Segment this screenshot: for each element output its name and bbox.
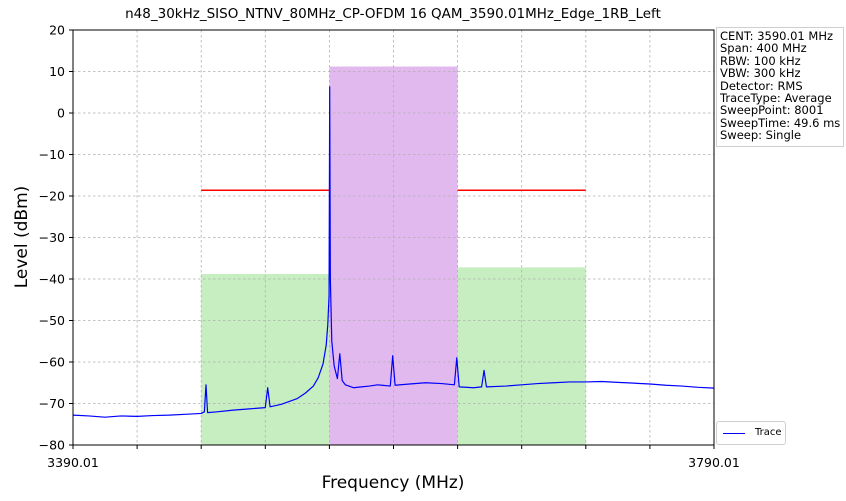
y-axis-ticks: 20 10 0 −10 −20 −30 −40 −50 −60 −70 −80 bbox=[39, 23, 73, 453]
info-detector: Detector: RMS bbox=[720, 78, 803, 93]
trace-line-0 bbox=[72, 86, 715, 418]
info-rbw: RBW: 100 kHz bbox=[720, 53, 801, 68]
x-axis-label: Frequency (MHz) bbox=[322, 473, 465, 493]
y-tick-label-10: −80 bbox=[39, 438, 65, 453]
y-tick-label-0: 20 bbox=[49, 23, 65, 38]
y-tick-label-1: 10 bbox=[49, 64, 65, 79]
legend-line-swatch bbox=[723, 433, 745, 434]
y-tick-label-4: −20 bbox=[39, 189, 65, 204]
y-tick-label-5: −30 bbox=[39, 230, 65, 245]
y-axis-label: Level (dBm) bbox=[12, 186, 32, 289]
y-tick-label-3: −10 bbox=[39, 147, 65, 162]
chart-title: n48_30kHz_SISO_NTNV_80MHz_CP-OFDM 16 QAM… bbox=[125, 6, 661, 22]
trace-series bbox=[72, 86, 715, 418]
info-span: Span: 400 MHz bbox=[720, 41, 807, 56]
x-tick-label-0: 3390.01 bbox=[47, 455, 99, 470]
info-trace-type: TraceType: Average bbox=[720, 91, 832, 106]
y-tick-label-7: −50 bbox=[39, 313, 65, 328]
y-tick-label-6: −40 bbox=[39, 272, 65, 287]
info-vbw: VBW: 300 kHz bbox=[720, 66, 801, 81]
y-tick-label-9: −70 bbox=[39, 396, 65, 411]
y-tick-label-2: 0 bbox=[57, 106, 65, 121]
info-sweep-mode: Sweep: Single bbox=[720, 128, 802, 143]
adjacent-channel-region-0 bbox=[201, 274, 330, 445]
x-tick-label-1: 3790.01 bbox=[688, 455, 740, 470]
info-center-frequency: CENT: 3590.01 MHz bbox=[720, 29, 834, 43]
y-tick-label-8: −60 bbox=[39, 355, 65, 370]
x-axis-ticks: 3390.01 3790.01 bbox=[47, 445, 740, 470]
legend-label-trace: Trace bbox=[755, 427, 782, 438]
chart-legend: Trace bbox=[716, 421, 786, 445]
info-sweep-point: SweepPoint: 8001 bbox=[720, 103, 824, 118]
measurement-info-box: CENT: 3590.01 MHz Span: 400 MHz RBW: 100… bbox=[716, 27, 844, 147]
info-sweep-time: SweepTime: 49.6 ms bbox=[720, 115, 841, 130]
